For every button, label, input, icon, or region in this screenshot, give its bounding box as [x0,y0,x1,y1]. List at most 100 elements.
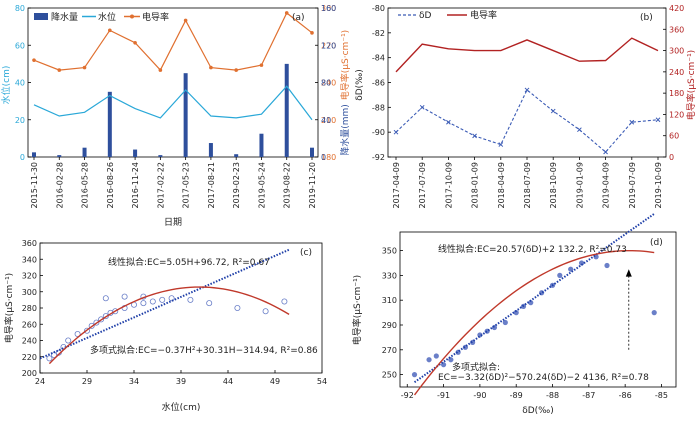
tick-label-c-x: 34 [129,377,139,386]
tick-label-b-right: 360 [669,25,684,34]
tick-label-d-x: -89 [510,391,523,400]
tick-label-a-x: 2017-08-21 [207,162,216,209]
tick-label-a-left: 80 [15,4,25,13]
tick-label-a-left: 20 [15,116,25,125]
water-level-line [34,86,312,120]
precip-bar [234,154,238,157]
precip-bar [184,73,188,157]
tick-label-b-x: 2017-07-09 [418,162,427,209]
tick-label-d-x: -85 [655,391,668,400]
figure: 降水量 水位 电导率 (a) 水位(cm) 电导率(μS·cm⁻¹) 降水量(m… [0,0,700,417]
tick-label-a-right-bottom: 120 [321,41,336,50]
tick-label-c-x: 49 [270,377,280,386]
tick-label-b-right: 0 [669,153,674,162]
tick-label-c-y: 280 [22,304,37,313]
poly-fit-label-c: 多项式拟合:EC=−0.37H²+30.31H−314.94, R²=0.86 [90,344,318,356]
tick-label-b-x: 2017-10-09 [444,162,453,209]
tick-label-a-x: 2019-05-24 [257,162,266,209]
tick-label-c-x: 29 [82,377,92,386]
precip-bar [209,143,213,157]
legend-precip-swatch [34,13,48,20]
tick-label-b-left: -84 [372,54,385,63]
panel-b-frame [388,8,666,157]
scatter-point-d [604,263,609,268]
ec-point [234,68,238,72]
panel-a: 降水量 水位 电导率 (a) 水位(cm) 电导率(μS·cm⁻¹) 降水量(m… [0,4,351,228]
tick-label-d-y: 310 [382,296,397,305]
scatter-point-c [103,296,108,301]
tick-label-b-left: -88 [372,103,385,112]
tick-label-b-x: 2018-10-09 [549,162,558,209]
axis-d-ylabel: 电导率(μS·cm⁻¹) [351,275,363,345]
panel-a-series [32,11,314,157]
tick-label-b-x: 2019-10-09 [654,162,663,209]
ec-point [57,68,61,72]
tick-label-c-y: 360 [22,239,37,248]
tick-label-c-y: 200 [22,369,37,378]
tick-label-a-x: 2016-02-28 [55,162,64,209]
tick-label-a-right-bottom: 80 [321,79,331,88]
tick-label-d-x: -87 [582,391,595,400]
tick-label-d-y: 350 [382,247,397,256]
tick-label-a-left: 0 [20,153,25,162]
tick-label-b-x: 2018-07-09 [523,162,532,209]
tick-label-d-y: 290 [382,321,397,330]
scatter-point-c [263,309,268,314]
precip-bar [133,150,137,157]
ec-point [133,41,137,45]
tick-label-b-x: 2018-01-09 [471,162,480,209]
dd-line [396,90,658,152]
precip-bar [259,134,263,157]
legend-dd: δD [419,11,432,21]
ec-point [159,68,163,72]
precip-bar [57,155,61,157]
tick-label-c-x: 54 [317,377,327,386]
ec-point [108,29,112,33]
tick-label-b-right: 120 [669,110,684,119]
scatter-point-c [282,299,287,304]
tick-label-c-y: 240 [22,337,37,346]
precip-bar [310,148,314,157]
dd-point [525,88,529,92]
scatter-point-c [122,294,127,299]
tick-label-b-left: -82 [372,29,385,38]
axis-c-ylabel: 电导率(μS·cm⁻¹) [3,273,15,343]
scatter-point-c [169,296,174,301]
tick-label-c-x: 39 [176,377,186,386]
panel-d-series [412,214,657,395]
precip-bar [108,92,112,157]
panel-c-tag: (c) [300,248,312,258]
panel-b-ticks: -80-82-84-86-88-90-924203603002401801206… [372,4,684,209]
tick-label-b-right: 240 [669,68,684,77]
tick-label-d-y: 250 [382,371,397,380]
precip-bar [285,64,289,157]
tick-label-a-right-bottom: 160 [321,4,336,13]
tick-label-b-left: -92 [372,153,385,162]
poly-fit-label-d1: 多项式拟合: [452,361,500,373]
tick-label-a-x: 2016-08-26 [106,162,115,209]
panel-b-series [394,38,660,154]
dd-point [577,128,581,132]
tick-label-d-x: -91 [437,391,450,400]
tick-label-a-x: 2015-11-30 [30,162,39,209]
tick-label-a-left: 60 [15,41,25,50]
dd-point [394,130,398,134]
scatter-point-d [412,372,417,377]
tick-label-c-y: 220 [22,353,37,362]
scatter-point-c [66,338,71,343]
tick-label-c-y: 340 [22,255,37,264]
dd-point [420,105,424,109]
tick-label-b-x: 2019-07-09 [628,162,637,209]
tick-label-c-y: 300 [22,288,37,297]
scatter-point-c [141,301,146,306]
legend-ec-marker [130,15,134,19]
ec-point [83,66,87,70]
legend-precip: 降水量 [51,11,78,23]
tick-label-a-x: 2019-08-22 [283,162,292,209]
tick-label-c-y: 320 [22,272,37,281]
axis-a-right-top-label: 电导率(μS·cm⁻¹) [339,30,351,100]
scatter-point-c [207,301,212,306]
tick-label-b-left: -86 [372,79,385,88]
tick-label-c-x: 24 [35,377,45,386]
panel-d: (d) 线性拟合:EC=20.57(δD)+2 132.2, R²=0.73 多… [351,214,676,416]
